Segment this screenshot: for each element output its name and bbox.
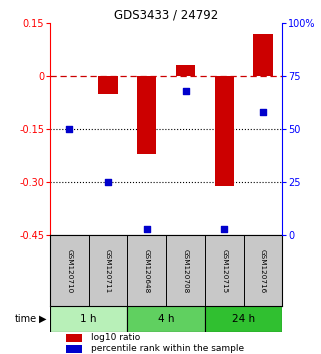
Text: GSM120708: GSM120708 [183, 249, 188, 293]
Title: GDS3433 / 24792: GDS3433 / 24792 [114, 9, 218, 22]
Text: 1 h: 1 h [80, 314, 97, 324]
Point [105, 179, 110, 185]
Bar [137, 76, 156, 154]
Text: ▶: ▶ [39, 314, 47, 324]
Point [261, 109, 266, 115]
Bar [127, 306, 205, 332]
Bar [176, 65, 195, 76]
Text: log10 ratio: log10 ratio [91, 333, 140, 342]
Bar [65, 345, 82, 353]
Text: time: time [15, 314, 37, 324]
Bar [65, 334, 82, 342]
Bar [50, 306, 127, 332]
Text: GSM120715: GSM120715 [221, 249, 227, 293]
Text: GSM120648: GSM120648 [144, 249, 150, 293]
Text: 4 h: 4 h [158, 314, 174, 324]
Text: GSM120716: GSM120716 [260, 249, 266, 293]
Point [183, 88, 188, 94]
Point [66, 126, 72, 132]
Bar [215, 76, 234, 186]
Text: GSM120710: GSM120710 [66, 249, 72, 293]
Bar [253, 34, 273, 76]
Bar [98, 76, 117, 94]
Bar [205, 306, 282, 332]
Point [144, 226, 149, 232]
Text: percentile rank within the sample: percentile rank within the sample [91, 344, 244, 353]
Point [222, 226, 227, 232]
Text: GSM120711: GSM120711 [105, 249, 111, 293]
Text: 24 h: 24 h [232, 314, 255, 324]
